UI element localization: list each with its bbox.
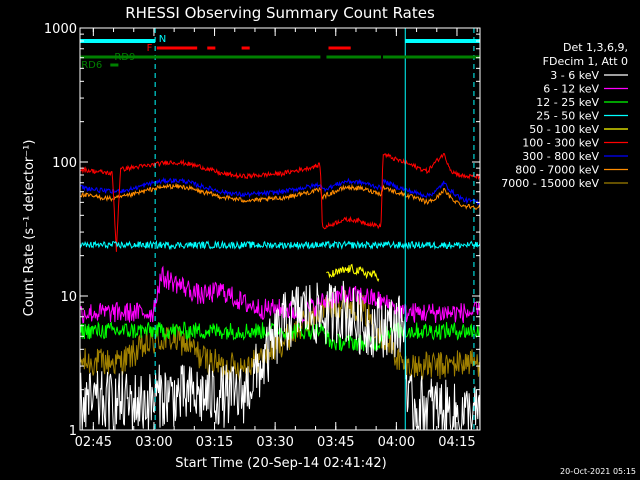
y-tick-label: 100 [52,156,77,171]
legend-label-6-12-kev: 6 - 12 keV [543,83,599,96]
generation-timestamp: 20-Oct-2021 05:15 [560,467,636,476]
flag-label-n: N [159,34,166,45]
legend-label-300-800-kev: 300 - 800 keV [522,150,599,163]
y-tick-label: 10 [60,290,77,305]
series-line-100-300-kev [79,152,481,252]
legend-header-line-1: Det 1,3,6,9, [563,41,628,54]
plot-frame [79,27,481,431]
x-tick-label: 04:15 [438,435,475,450]
series-line-800-7000-kev [79,182,481,210]
legend-label-50-100-kev: 50 - 100 keV [529,123,599,136]
series-line-25-50-kev [79,239,481,251]
legend-label-25-50-kev: 25 - 50 keV [536,110,599,123]
legend-label-100-300-kev: 100 - 300 keV [522,137,599,150]
x-tick-label: 04:00 [378,435,415,450]
y-tick-label: 1 [69,424,77,439]
legend-label-12-25-kev: 12 - 25 keV [536,96,599,109]
flag-label-rd6: RD6 [81,60,102,71]
x-tick-label: 03:30 [256,435,293,450]
legend: Det 1,3,6,9, FDecim 1, Att 0 3 - 6 keV6 … [501,41,628,190]
flag-label-f: F [147,43,153,54]
legend-label-3-6-kev: 3 - 6 keV [550,69,599,82]
x-tick-label: 03:00 [135,435,172,450]
x-tick-label: 03:45 [317,435,354,450]
legend-label-800-7000-kev: 800 - 7000 keV [515,164,599,177]
chart-title: RHESSI Observing Summary Count Rates [125,4,435,22]
axes: 1 10 100 1000 02:45 03:00 03:15 03:30 03:45 04:00… [44,22,481,450]
plot-area: NF RD9 RD6 [79,28,481,431]
series-line-6-12-kev [79,265,481,324]
x-axis-label: Start Time (20-Sep-14 02:41:42) [175,456,386,471]
series-line-300-800-kev [79,176,481,206]
legend-header-line-2: FDecim 1, Att 0 [543,55,628,68]
series-line-50-100-kev [326,263,380,282]
legend-label-7000-15000-kev: 7000 - 15000 keV [501,177,599,190]
x-tick-label: 03:15 [196,435,233,450]
x-tick-label: 02:45 [75,435,112,450]
y-axis-label: Count Rate (s⁻¹ detector⁻¹) [22,140,37,317]
flag-label-rd9: RD9 [114,52,135,63]
y-tick-label: 1000 [44,22,77,37]
